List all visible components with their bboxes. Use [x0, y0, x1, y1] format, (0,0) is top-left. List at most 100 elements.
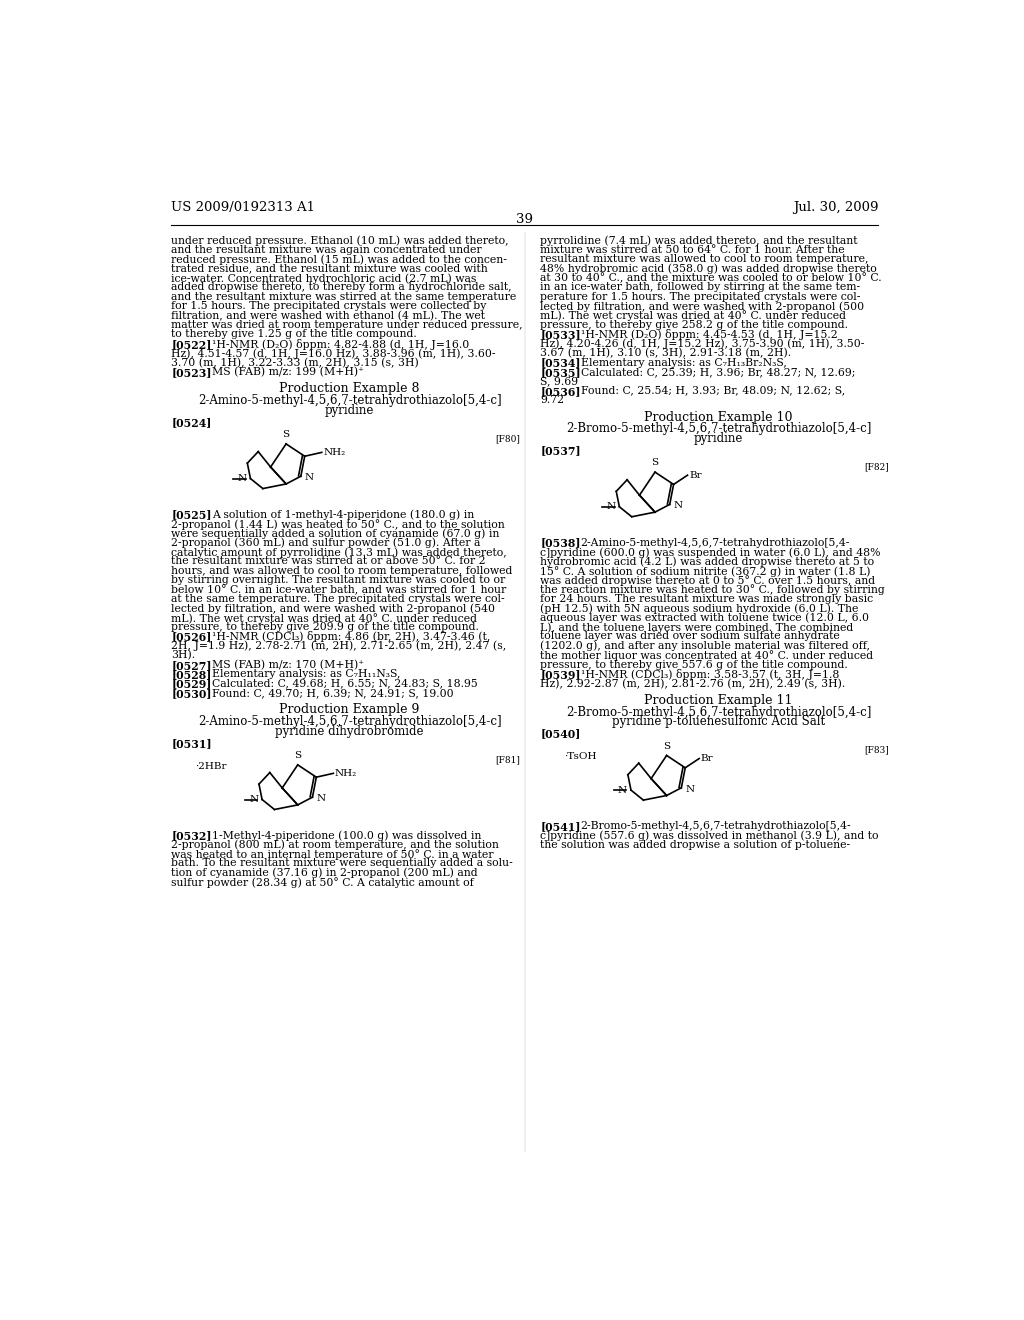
Text: c]pyridine (557.6 g) was dissolved in methanol (3.9 L), and to: c]pyridine (557.6 g) was dissolved in me… [541, 830, 879, 841]
Text: [0535]: [0535] [541, 367, 581, 378]
Text: c]pyridine (600.0 g) was suspended in water (6.0 L), and 48%: c]pyridine (600.0 g) was suspended in wa… [541, 546, 881, 557]
Text: NH₂: NH₂ [324, 447, 345, 457]
Text: 2-Bromo-5-methyl-4,5,6,7-tetrahydrothiazolo[5,4-c]: 2-Bromo-5-methyl-4,5,6,7-tetrahydrothiaz… [566, 706, 871, 718]
Text: A solution of 1-methyl-4-piperidone (180.0 g) in: A solution of 1-methyl-4-piperidone (180… [212, 510, 474, 520]
Text: [0531]: [0531] [171, 738, 212, 748]
Text: Br: Br [700, 754, 714, 763]
Text: [0527]: [0527] [171, 660, 212, 671]
Text: (1202.0 g), and after any insoluble material was filtered off,: (1202.0 g), and after any insoluble mate… [541, 642, 870, 652]
Text: [0537]: [0537] [541, 445, 581, 455]
Text: mL). The wet crystal was dried at 40° C. under reduced: mL). The wet crystal was dried at 40° C.… [541, 310, 846, 322]
Text: [0541]: [0541] [541, 821, 581, 832]
Text: toluene layer was dried over sodium sulfate anhydrate: toluene layer was dried over sodium sulf… [541, 631, 840, 642]
Text: N: N [249, 795, 258, 804]
Text: N: N [238, 474, 247, 483]
Text: mL). The wet crystal was dried at 40° C. under reduced: mL). The wet crystal was dried at 40° C.… [171, 612, 477, 623]
Text: hours, and was allowed to cool to room temperature, followed: hours, and was allowed to cool to room t… [171, 566, 513, 576]
Text: 2-Amino-5-methyl-4,5,6,7-tetrahydrothiazolo[5,4-c]: 2-Amino-5-methyl-4,5,6,7-tetrahydrothiaz… [198, 395, 502, 407]
Text: the resultant mixture was stirred at or above 50° C. for 2: the resultant mixture was stirred at or … [171, 556, 486, 566]
Text: ¹H-NMR (CDCl₃) δppm: 3.58-3.57 (t, 3H, J=1.8: ¹H-NMR (CDCl₃) δppm: 3.58-3.57 (t, 3H, J… [581, 669, 839, 680]
Text: for 1.5 hours. The precipitated crystals were collected by: for 1.5 hours. The precipitated crystals… [171, 301, 486, 312]
Text: pyrrolidine (7.4 mL) was added thereto, and the resultant: pyrrolidine (7.4 mL) was added thereto, … [541, 235, 858, 246]
Text: for 24 hours. The resultant mixture was made strongly basic: for 24 hours. The resultant mixture was … [541, 594, 873, 605]
Text: 48% hydrobromic acid (358.0 g) was added dropwise thereto: 48% hydrobromic acid (358.0 g) was added… [541, 264, 877, 275]
Text: trated residue, and the resultant mixture was cooled with: trated residue, and the resultant mixtur… [171, 264, 488, 273]
Text: N: N [305, 474, 313, 482]
Text: pyridine: pyridine [325, 404, 375, 417]
Text: N: N [685, 785, 694, 793]
Text: 3.70 (m, 1H), 3.22-3.33 (m, 2H), 3.15 (s, 3H): 3.70 (m, 1H), 3.22-3.33 (m, 2H), 3.15 (s… [171, 358, 419, 368]
Text: [F83]: [F83] [864, 746, 889, 755]
Text: Jul. 30, 2009: Jul. 30, 2009 [793, 201, 879, 214]
Text: Production Example 10: Production Example 10 [644, 411, 793, 424]
Text: the solution was added dropwise a solution of p-toluene-: the solution was added dropwise a soluti… [541, 840, 850, 850]
Text: was added dropwise thereto at 0 to 5° C. over 1.5 hours, and: was added dropwise thereto at 0 to 5° C.… [541, 576, 876, 586]
Text: 39: 39 [516, 213, 534, 226]
Text: tion of cyanamide (37.16 g) in 2-propanol (200 mL) and: tion of cyanamide (37.16 g) in 2-propano… [171, 867, 478, 878]
Text: NH₂: NH₂ [335, 768, 357, 777]
Text: the mother liquor was concentrated at 40° C. under reduced: the mother liquor was concentrated at 40… [541, 651, 873, 661]
Text: ¹H-NMR (D₂O) δppm: 4.45-4.53 (d, 1H, J=15.2: ¹H-NMR (D₂O) δppm: 4.45-4.53 (d, 1H, J=1… [581, 330, 838, 341]
Text: was heated to an internal temperature of 50° C. in a water: was heated to an internal temperature of… [171, 849, 494, 859]
Text: Hz), 4.20-4.26 (d, 1H, J=15.2 Hz), 3.75-3.90 (m, 1H), 3.50-: Hz), 4.20-4.26 (d, 1H, J=15.2 Hz), 3.75-… [541, 339, 864, 350]
Text: lected by filtration, and were washed with 2-propanol (540: lected by filtration, and were washed wi… [171, 603, 496, 614]
Text: ·TsOH: ·TsOH [563, 752, 596, 762]
Text: [0539]: [0539] [541, 669, 581, 680]
Text: pyridine: pyridine [694, 432, 743, 445]
Text: 1-Methyl-4-piperidone (100.0 g) was dissolved in: 1-Methyl-4-piperidone (100.0 g) was diss… [212, 830, 481, 841]
Text: ¹H-NMR (D₂O) δppm: 4.82-4.88 (d, 1H, J=16.0: ¹H-NMR (D₂O) δppm: 4.82-4.88 (d, 1H, J=1… [212, 339, 469, 350]
Text: hydrobromic acid (4.2 L) was added dropwise thereto at 5 to: hydrobromic acid (4.2 L) was added dropw… [541, 556, 874, 566]
Text: by stirring overnight. The resultant mixture was cooled to or: by stirring overnight. The resultant mix… [171, 576, 506, 585]
Text: Calculated: C, 25.39; H, 3.96; Br, 48.27; N, 12.69;: Calculated: C, 25.39; H, 3.96; Br, 48.27… [581, 367, 855, 378]
Text: Br: Br [689, 471, 701, 479]
Text: Production Example 11: Production Example 11 [644, 694, 793, 708]
Text: [0526]: [0526] [171, 631, 212, 643]
Text: 15° C. A solution of sodium nitrite (367.2 g) in water (1.8 L): 15° C. A solution of sodium nitrite (367… [541, 566, 870, 577]
Text: pressure, to thereby give 209.9 g of the title compound.: pressure, to thereby give 209.9 g of the… [171, 622, 479, 632]
Text: [F80]: [F80] [496, 434, 520, 444]
Text: mixture was stirred at 50 to 64° C. for 1 hour. After the: mixture was stirred at 50 to 64° C. for … [541, 244, 845, 255]
Text: ·2HBr: ·2HBr [195, 762, 226, 771]
Text: N: N [606, 502, 615, 511]
Text: sulfur powder (28.34 g) at 50° C. A catalytic amount of: sulfur powder (28.34 g) at 50° C. A cata… [171, 878, 474, 888]
Text: Production Example 8: Production Example 8 [280, 383, 420, 396]
Text: [0522]: [0522] [171, 339, 212, 350]
Text: lected by filtration, and were washed with 2-propanol (500: lected by filtration, and were washed wi… [541, 301, 864, 312]
Text: 2-Amino-5-methyl-4,5,6,7-tetrahydrothiazolo[5,4-c]: 2-Amino-5-methyl-4,5,6,7-tetrahydrothiaz… [198, 715, 502, 729]
Text: (pH 12.5) with 5N aqueous sodium hydroxide (6.0 L). The: (pH 12.5) with 5N aqueous sodium hydroxi… [541, 603, 859, 614]
Text: 2-Bromo-5-methyl-4,5,6,7-tetrahydrothiazolo[5,4-c]: 2-Bromo-5-methyl-4,5,6,7-tetrahydrothiaz… [566, 422, 871, 436]
Text: [0529]: [0529] [171, 678, 212, 689]
Text: ice-water. Concentrated hydrochloric acid (2.7 mL) was: ice-water. Concentrated hydrochloric aci… [171, 273, 477, 284]
Text: L), and the toluene layers were combined. The combined: L), and the toluene layers were combined… [541, 622, 854, 632]
Text: pyridine p-toluenesulfonic Acid Salt: pyridine p-toluenesulfonic Acid Salt [612, 715, 825, 729]
Text: [0523]: [0523] [171, 367, 212, 378]
Text: under reduced pressure. Ethanol (10 mL) was added thereto,: under reduced pressure. Ethanol (10 mL) … [171, 235, 509, 246]
Text: 2-propanol (800 mL) at room temperature, and the solution: 2-propanol (800 mL) at room temperature,… [171, 840, 500, 850]
Text: N: N [617, 785, 627, 795]
Text: 9.72: 9.72 [541, 395, 564, 405]
Text: below 10° C. in an ice-water bath, and was stirred for 1 hour: below 10° C. in an ice-water bath, and w… [171, 585, 507, 595]
Text: [F81]: [F81] [496, 755, 520, 764]
Text: [0540]: [0540] [541, 729, 581, 739]
Text: [0538]: [0538] [541, 537, 581, 549]
Text: 2-propanol (360 mL) and sulfur powder (51.0 g). After a: 2-propanol (360 mL) and sulfur powder (5… [171, 537, 481, 548]
Text: Elementary analysis: as C₇H₁₁N₃S,: Elementary analysis: as C₇H₁₁N₃S, [212, 669, 400, 678]
Text: S, 9.69: S, 9.69 [541, 376, 579, 387]
Text: matter was dried at room temperature under reduced pressure,: matter was dried at room temperature und… [171, 319, 523, 330]
Text: Found: C, 25.54; H, 3.93; Br, 48.09; N, 12.62; S,: Found: C, 25.54; H, 3.93; Br, 48.09; N, … [581, 385, 845, 396]
Text: bath. To the resultant mixture were sequentially added a solu-: bath. To the resultant mixture were sequ… [171, 858, 513, 869]
Text: MS (FAB) m/z: 170 (M+H)⁺: MS (FAB) m/z: 170 (M+H)⁺ [212, 660, 364, 671]
Text: Hz), 2.92-2.87 (m, 2H), 2.81-2.76 (m, 2H), 2.49 (s, 3H).: Hz), 2.92-2.87 (m, 2H), 2.81-2.76 (m, 2H… [541, 678, 846, 689]
Text: were sequentially added a solution of cyanamide (67.0 g) in: were sequentially added a solution of cy… [171, 528, 500, 539]
Text: 2-propanol (1.44 L) was heated to 50° C., and to the solution: 2-propanol (1.44 L) was heated to 50° C.… [171, 519, 505, 529]
Text: 3.67 (m, 1H), 3.10 (s, 3H), 2.91-3.18 (m, 2H).: 3.67 (m, 1H), 3.10 (s, 3H), 2.91-3.18 (m… [541, 348, 792, 359]
Text: reduced pressure. Ethanol (15 mL) was added to the concen-: reduced pressure. Ethanol (15 mL) was ad… [171, 255, 507, 265]
Text: [0530]: [0530] [171, 688, 212, 698]
Text: in an ice-water bath, followed by stirring at the same tem-: in an ice-water bath, followed by stirri… [541, 282, 860, 292]
Text: 2H, J=1.9 Hz), 2.78-2.71 (m, 2H), 2.71-2.65 (m, 2H), 2.47 (s,: 2H, J=1.9 Hz), 2.78-2.71 (m, 2H), 2.71-2… [171, 642, 507, 652]
Text: [0533]: [0533] [541, 330, 581, 341]
Text: at the same temperature. The precipitated crystals were col-: at the same temperature. The precipitate… [171, 594, 505, 605]
Text: Hz), 4.51-4.57 (d, 1H, J=16.0 Hz), 3.88-3.96 (m, 1H), 3.60-: Hz), 4.51-4.57 (d, 1H, J=16.0 Hz), 3.88-… [171, 348, 496, 359]
Text: pressure, to thereby give 557.6 g of the title compound.: pressure, to thereby give 557.6 g of the… [541, 660, 848, 669]
Text: Found: C, 49.70; H, 6.39; N, 24.91; S, 19.00: Found: C, 49.70; H, 6.39; N, 24.91; S, 1… [212, 688, 454, 698]
